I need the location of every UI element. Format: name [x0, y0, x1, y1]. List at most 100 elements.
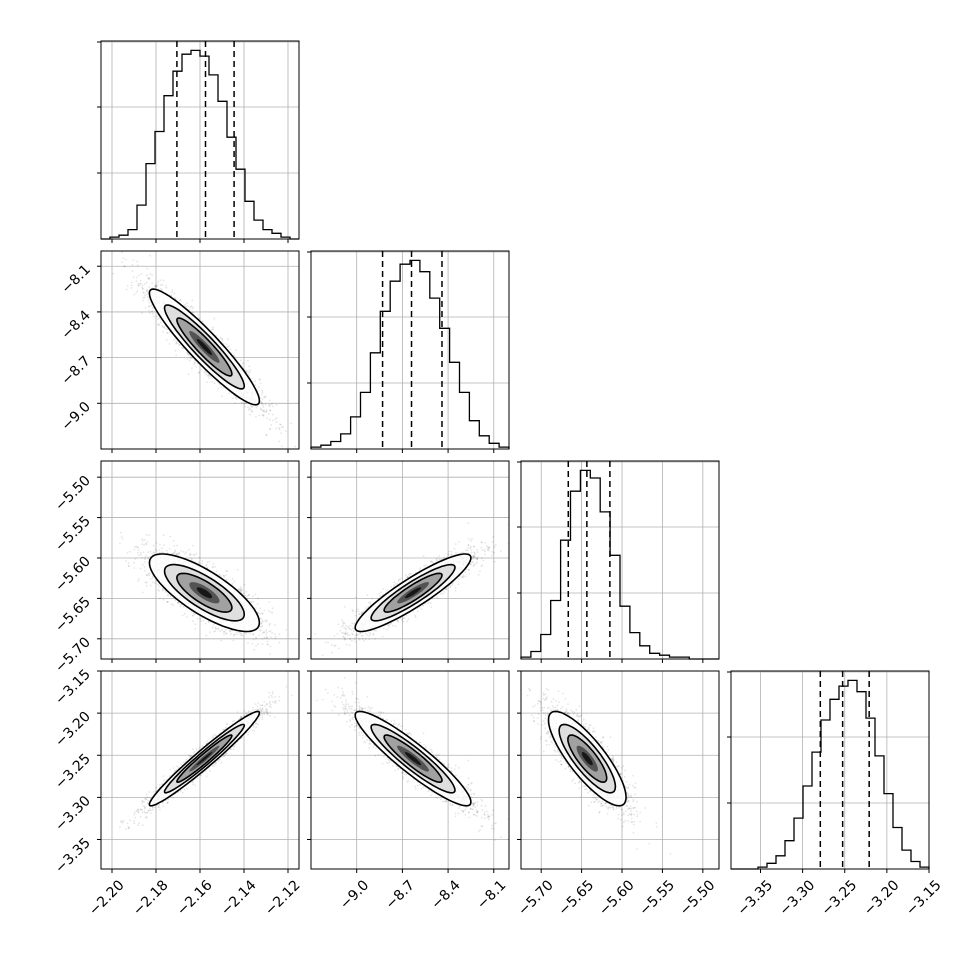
scatter-point — [141, 563, 144, 566]
scatter-point — [231, 582, 234, 585]
scatter-point — [265, 633, 268, 636]
scatter-point — [194, 361, 197, 364]
scatter-point — [143, 565, 146, 568]
scatter-point — [135, 291, 138, 294]
scatter-point — [169, 535, 172, 538]
scatter-point — [192, 553, 195, 556]
scatter-point — [169, 595, 172, 598]
scatter-point — [127, 562, 130, 564]
scatter-point — [159, 597, 161, 600]
scatter-point — [221, 395, 223, 398]
scatter-point — [212, 562, 215, 565]
scatter-point — [133, 561, 135, 564]
scatter-point — [271, 413, 274, 416]
scatter-point — [141, 284, 144, 286]
scatter-point — [179, 299, 181, 302]
scatter-point — [261, 398, 264, 401]
scatter-point — [236, 568, 239, 571]
scatter-point — [274, 418, 277, 420]
scatter-point — [239, 632, 242, 635]
scatter-point — [262, 414, 265, 417]
scatter-point — [217, 627, 220, 630]
scatter-point — [234, 396, 237, 399]
scatter-point — [189, 552, 192, 555]
scatter-point — [207, 375, 210, 378]
scatter-point — [260, 401, 263, 404]
scatter-point — [265, 631, 268, 634]
scatter-point — [228, 345, 230, 348]
scatter-point — [146, 574, 149, 577]
scatter-point — [185, 305, 187, 308]
scatter-point — [259, 629, 262, 632]
scatter-point — [122, 257, 125, 260]
scatter-point — [176, 552, 179, 555]
scatter-point — [260, 408, 263, 411]
scatter-point — [247, 359, 249, 362]
scatter-point — [243, 402, 246, 405]
scatter-point — [191, 308, 194, 310]
scatter-point — [173, 292, 176, 295]
scatter-point — [152, 581, 154, 584]
scatter-point — [255, 607, 257, 609]
scatter-point — [213, 382, 216, 385]
scatter-point — [266, 643, 269, 646]
scatter-point — [145, 290, 148, 293]
scatter-point — [131, 270, 134, 272]
scatter-point — [127, 565, 130, 567]
scatter-point — [268, 624, 271, 627]
scatter-point — [176, 544, 179, 547]
scatter-point — [192, 544, 194, 547]
scatter-point — [165, 328, 168, 331]
scatter-point — [248, 594, 251, 596]
scatter-point — [178, 552, 180, 555]
scatter-point — [249, 369, 252, 371]
scatter-point — [163, 327, 166, 330]
scatter-point — [231, 397, 234, 400]
scatter-point — [165, 286, 168, 289]
scatter-point — [218, 573, 221, 576]
scatter-point — [112, 272, 114, 275]
scatter-point — [260, 623, 263, 625]
scatter-point — [224, 629, 227, 631]
scatter-point — [290, 422, 293, 425]
scatter-point — [144, 539, 146, 541]
scatter-point — [268, 418, 271, 421]
scatter-point — [201, 560, 204, 562]
scatter-point — [146, 296, 149, 298]
scatter-point — [233, 633, 235, 636]
scatter-point — [174, 349, 177, 352]
scatter-point — [269, 409, 272, 412]
scatter-point — [154, 582, 156, 585]
scatter-point — [204, 622, 207, 625]
scatter-point — [261, 409, 264, 411]
scatter-point — [194, 613, 196, 616]
scatter-point — [230, 633, 232, 635]
scatter-point — [255, 415, 257, 418]
scatter-point — [159, 284, 162, 287]
scatter-point — [132, 276, 135, 279]
scatter-point — [162, 279, 165, 282]
scatter-point — [238, 588, 241, 591]
scatter-point — [229, 630, 232, 632]
scatter-point — [266, 636, 269, 639]
scatter-point — [225, 632, 228, 635]
scatter-point — [211, 381, 214, 383]
scatter-point — [143, 283, 146, 285]
scatter-point — [134, 546, 136, 548]
scatter-point — [145, 543, 148, 546]
scatter-point — [208, 560, 211, 563]
scatter-point — [148, 574, 150, 577]
scatter-point — [275, 417, 278, 419]
scatter-point — [141, 286, 144, 289]
scatter-point — [278, 633, 281, 636]
scatter-point — [136, 264, 139, 267]
scatter-panel-2-0 — [97, 460, 300, 663]
scatter-points — [112, 251, 297, 448]
scatter-point — [172, 604, 175, 606]
scatter-point — [189, 306, 192, 308]
scatter-point — [125, 288, 128, 291]
scatter-point — [281, 445, 284, 447]
scatter-point — [248, 407, 251, 410]
scatter-point — [275, 421, 278, 423]
scatter-point — [262, 414, 265, 416]
